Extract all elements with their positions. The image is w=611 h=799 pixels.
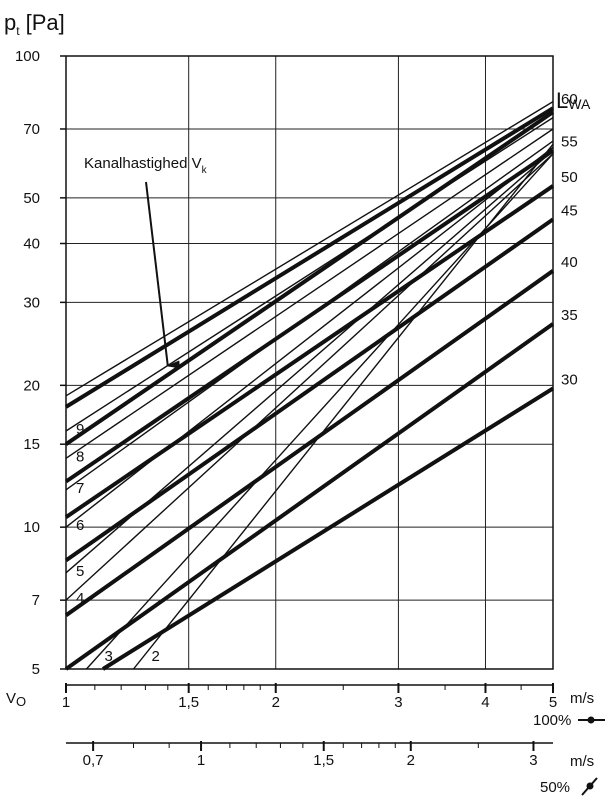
sound-line-7 (64, 106, 555, 409)
fan-half-speed-icon (581, 777, 598, 796)
velocity-line-2 (65, 153, 554, 601)
x-setting-secondary: 50% (540, 779, 570, 796)
y-tick-label-1: 7 (32, 592, 40, 609)
lwa-label: LWA (556, 88, 591, 113)
velocity-label-7: 7 (76, 480, 84, 497)
velocity-line-6 (65, 128, 554, 459)
velocity-line-8 (65, 101, 554, 397)
annotation-arrow (145, 181, 181, 369)
x-tick-label-2: 2 (272, 694, 280, 711)
x-tick-label-3: 3 (394, 694, 402, 711)
velocity-line-3 (65, 150, 554, 574)
velocity-lines (65, 101, 554, 670)
sound-line-4 (64, 184, 555, 519)
sound-line-6 (64, 110, 555, 446)
x-setting-primary: 100% (533, 712, 571, 729)
velocity-line-7 (65, 117, 554, 432)
velocity-line-5 (65, 140, 554, 491)
y-tick-label-3: 15 (23, 436, 40, 453)
y-tick-label-9: 100 (15, 48, 40, 65)
lwa-label-55: 55 (561, 134, 578, 151)
velocity-label-3: 3 (104, 648, 112, 665)
y-tick-label-7: 50 (23, 190, 40, 207)
y-axis-ticks: 5 7 10 15 20 30 40 50 70 100 (15, 48, 66, 678)
sound-line-2 (64, 269, 555, 617)
y-axis-label: pt [Pa] (4, 10, 65, 38)
sound-line-3 (64, 217, 555, 563)
lwa-label-30: 30 (561, 371, 578, 388)
x-unit-primary: m/s (570, 690, 594, 707)
x-tick-label-0: 1 (62, 694, 70, 711)
lwa-label-45: 45 (561, 202, 578, 219)
x-unit-secondary: m/s (570, 753, 594, 770)
velocity-label-2: 2 (152, 648, 160, 665)
velocity-label-5: 5 (76, 563, 84, 580)
y-tick-label-8: 70 (23, 121, 40, 138)
grid (66, 56, 553, 669)
velocity-label-6: 6 (76, 517, 84, 534)
lwa-label-40: 40 (561, 254, 578, 271)
x-axis-primary: 1 1,5 2 3 4 5 (62, 683, 557, 711)
velocity-line-4 (65, 146, 554, 528)
sound-power-lines (64, 106, 555, 671)
velocity-label-8: 8 (76, 448, 84, 465)
sound-line-0 (101, 386, 555, 671)
x2-tick-label-2: 1,5 (313, 752, 334, 769)
duct-velocity-annotation: Kanalhastighed Vk (84, 155, 208, 176)
x-axis-secondary: 0,7 1 1,5 2 3 (66, 741, 553, 769)
y-tick-label-2: 10 (23, 519, 40, 536)
velocity-label-9: 9 (76, 421, 84, 438)
x-tick-label-1: 1,5 (178, 694, 199, 711)
x2-tick-label-1: 1 (197, 752, 205, 769)
y-tick-label-0: 5 (32, 661, 40, 678)
lwa-label-50: 50 (561, 169, 578, 186)
y-tick-label-4: 20 (23, 377, 40, 394)
velocity-line-1 (85, 153, 554, 670)
x2-tick-label-0: 0,7 (83, 752, 104, 769)
velocity-series-labels: 2 3 4 5 6 7 8 9 (76, 421, 160, 665)
sound-line-1 (64, 322, 555, 671)
lwa-series-labels: 30 35 40 45 50 55 60 (561, 91, 578, 388)
x2-tick-label-4: 3 (529, 752, 537, 769)
x2-tick-label-3: 2 (407, 752, 415, 769)
plot-frame (65, 55, 554, 670)
fan-full-speed-icon (578, 716, 605, 724)
lwa-label-35: 35 (561, 307, 578, 324)
y-tick-label-5: 30 (23, 294, 40, 311)
velocity-label-4: 4 (76, 590, 84, 607)
x-tick-label-4: 4 (481, 694, 489, 711)
y-tick-label-6: 40 (23, 235, 40, 252)
x-axis-name: VO (6, 690, 26, 709)
lwa-label-60: 60 (561, 91, 578, 108)
x-tick-label-5: 5 (549, 694, 557, 711)
